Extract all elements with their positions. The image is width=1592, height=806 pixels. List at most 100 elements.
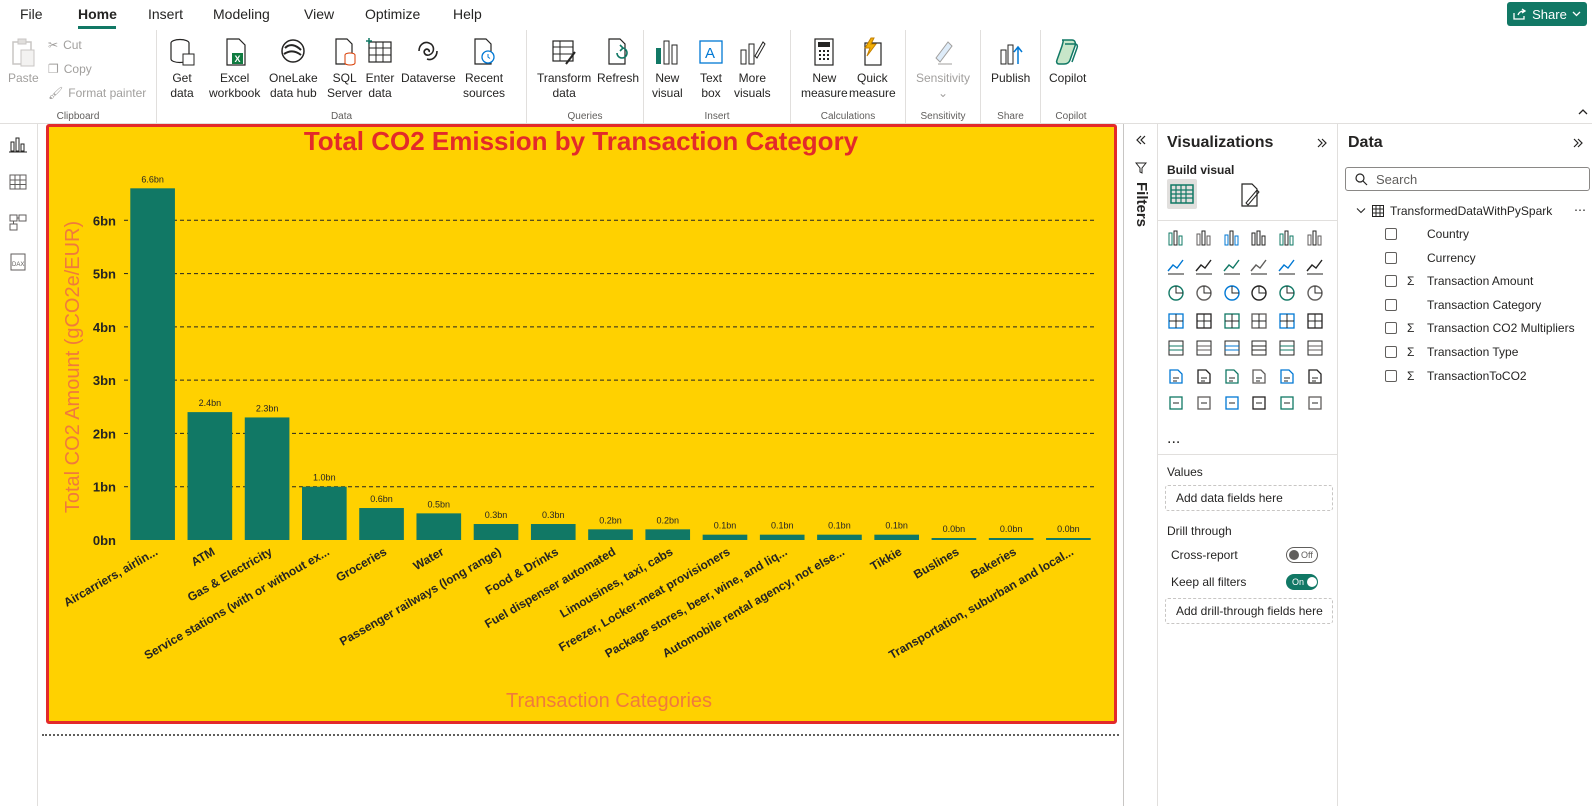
expand-left-icon[interactable] <box>1135 134 1147 146</box>
bar[interactable] <box>473 524 519 540</box>
transform-data-button[interactable]: Transform data <box>537 36 591 101</box>
power-automate-icon[interactable] <box>1249 393 1269 413</box>
more-visuals-button[interactable]: More visuals <box>734 36 771 101</box>
line-chart-icon[interactable] <box>1166 256 1186 276</box>
area-chart-icon[interactable] <box>1194 256 1214 276</box>
refresh-button[interactable]: Refresh <box>597 36 639 86</box>
model-view-icon[interactable] <box>8 212 28 232</box>
bar[interactable] <box>988 538 1034 540</box>
paste-button[interactable]: Paste <box>8 36 39 86</box>
search-input[interactable]: Search <box>1345 167 1590 191</box>
build-visual-tab[interactable] <box>1167 179 1197 209</box>
bar[interactable] <box>416 513 462 540</box>
quick-measure-button[interactable]: Quick measure <box>849 36 896 101</box>
python-visual-icon[interactable] <box>1166 366 1186 386</box>
collapse-ribbon-icon[interactable] <box>1578 108 1588 116</box>
new-visual-button[interactable]: New visual <box>652 36 683 101</box>
treemap-icon[interactable] <box>1166 311 1186 331</box>
bar[interactable] <box>588 529 633 540</box>
donut-chart-icon[interactable] <box>1305 283 1325 303</box>
table-item[interactable]: TransformedDataWithPySpark <box>1356 204 1552 218</box>
line-and-clustered-column-icon[interactable] <box>1277 256 1297 276</box>
matrix-icon[interactable] <box>1277 338 1297 358</box>
format-painter-button[interactable]: 🖌 Format painter <box>48 86 147 100</box>
field-checkbox[interactable] <box>1385 322 1397 335</box>
paginated-report-icon[interactable] <box>1277 366 1297 386</box>
bar[interactable] <box>702 534 748 540</box>
card-icon[interactable] <box>1305 311 1325 331</box>
filters-pane-collapsed[interactable]: Filters <box>1124 124 1158 806</box>
field-checkbox[interactable] <box>1385 298 1397 311</box>
bar[interactable] <box>530 524 576 540</box>
smart-narrative-icon[interactable] <box>1194 393 1214 413</box>
bar[interactable] <box>931 538 977 540</box>
new-measure-button[interactable]: New measure <box>801 36 848 101</box>
copy-button[interactable]: ❐ Copy <box>48 62 92 76</box>
decomposition-tree-icon[interactable] <box>1222 366 1242 386</box>
bar[interactable] <box>645 529 691 540</box>
get-data-button[interactable]: Get data <box>167 36 197 101</box>
bar[interactable] <box>130 188 175 541</box>
funnel-chart-icon[interactable] <box>1222 283 1242 303</box>
column-chart-icon[interactable] <box>1194 283 1214 303</box>
table-view-icon[interactable] <box>8 172 28 192</box>
bar[interactable] <box>187 412 233 540</box>
menu-insert[interactable]: Insert <box>148 6 184 22</box>
100-stacked-column-chart-icon[interactable] <box>1305 228 1325 248</box>
field-item[interactable]: Country <box>1385 227 1469 241</box>
recent-sources-button[interactable]: Recent sources <box>463 36 505 101</box>
stacked-bar-chart-icon[interactable] <box>1166 228 1186 248</box>
menu-view[interactable]: View <box>304 6 335 22</box>
bar[interactable] <box>759 534 805 540</box>
excel-workbook-button[interactable]: X Excel workbook <box>209 36 260 101</box>
gauge-icon[interactable] <box>1277 311 1297 331</box>
field-checkbox[interactable] <box>1385 369 1397 382</box>
keep-all-filters-toggle[interactable]: On <box>1286 574 1318 590</box>
goals-icon[interactable] <box>1305 366 1325 386</box>
azure-map-icon[interactable] <box>1249 311 1269 331</box>
pie-chart-icon[interactable] <box>1277 283 1297 303</box>
filled-map-icon[interactable] <box>1222 311 1242 331</box>
field-checkbox[interactable] <box>1385 346 1397 358</box>
more-options-icon[interactable]: ⋯ <box>1574 203 1586 217</box>
field-checkbox[interactable] <box>1385 228 1397 240</box>
report-canvas[interactable]: Total CO2 Emission by Transaction Catego… <box>38 124 1123 806</box>
key-influencers-icon[interactable] <box>1194 366 1214 386</box>
dataverse-button[interactable]: Dataverse <box>401 36 456 86</box>
stacked-column-chart-icon[interactable] <box>1194 228 1214 248</box>
metrics-icon[interactable] <box>1222 393 1242 413</box>
more-visual-types[interactable]: ... <box>1167 430 1181 447</box>
field-item[interactable]: Transaction Category <box>1385 298 1541 312</box>
scatter-chart-icon[interactable] <box>1249 283 1269 303</box>
values-drop-field[interactable]: Add data fields here <box>1165 485 1333 511</box>
line-and-stacked-column-icon[interactable] <box>1222 256 1242 276</box>
sensitivity-button[interactable]: Sensitivity ⌄ <box>916 36 970 101</box>
cut-button[interactable]: ✂ Cut <box>48 38 82 52</box>
report-view-icon[interactable] <box>8 134 28 154</box>
copilot-button[interactable]: Copilot <box>1049 36 1086 86</box>
map-icon[interactable] <box>1194 311 1214 331</box>
menu-optimize[interactable]: Optimize <box>365 6 421 22</box>
chevron-flow-icon[interactable] <box>1305 393 1325 413</box>
100-stacked-bar-chart-icon[interactable] <box>1277 228 1297 248</box>
drill-through-drop-field[interactable]: Add drill-through fields here <box>1165 598 1333 624</box>
publish-button[interactable]: Publish <box>991 36 1030 86</box>
table-visual-icon[interactable] <box>1249 338 1269 358</box>
qa-icon[interactable] <box>1249 366 1269 386</box>
bar[interactable] <box>359 508 404 540</box>
onelake-data-hub-button[interactable]: OneLake data hub <box>269 36 318 101</box>
cross-report-toggle[interactable]: Off <box>1286 547 1318 563</box>
field-checkbox[interactable] <box>1385 275 1397 288</box>
share-button[interactable]: Share <box>1507 2 1587 26</box>
field-item[interactable]: Σ Transaction CO2 Multipliers <box>1385 321 1575 335</box>
format-visual-icon[interactable] <box>1236 181 1264 209</box>
chevron-down-icon[interactable] <box>1356 207 1366 215</box>
collapse-right-icon[interactable] <box>1572 137 1584 149</box>
bar[interactable] <box>1046 538 1091 540</box>
stacked-area-chart-icon[interactable] <box>1249 256 1269 276</box>
collapse-right-icon[interactable] <box>1316 137 1328 149</box>
menu-file[interactable]: File <box>20 6 43 22</box>
field-checkbox[interactable] <box>1385 251 1397 264</box>
menu-home[interactable]: Home <box>78 6 117 22</box>
field-item[interactable]: Σ Transaction Type <box>1385 345 1518 359</box>
